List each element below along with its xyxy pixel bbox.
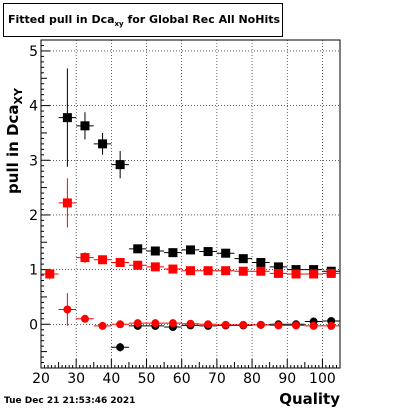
data-point-circle [274,321,283,330]
data-point-circle [309,321,318,330]
data-point-circle [292,321,301,330]
data-point-circle [98,321,107,330]
y-tick-label: 2 [29,208,38,224]
y-tick-label: 5 [29,44,38,60]
series-2 [41,178,340,280]
data-point-square [186,245,195,255]
data-point-circle [256,320,265,329]
series-1 [58,68,340,276]
data-point-circle [221,320,230,329]
data-point-circle [116,320,125,329]
chart-title: Fitted pull in Dcaxy for Global Rec All … [4,13,280,28]
data-point-square [80,253,90,263]
x-axis-label: Quality [279,390,340,408]
series-4 [58,293,340,330]
data-point-square [115,160,125,170]
data-point-circle [116,343,125,352]
data-point-square [133,244,143,254]
data-point-square [291,269,301,279]
data-point-square [45,269,55,279]
data-point-square [115,257,125,267]
x-tick-label: 50 [138,371,156,387]
timestamp: Tue Dec 21 21:53:46 2021 [4,396,136,406]
data-point-square [256,257,266,267]
data-point-circle [133,319,142,328]
data-point-square [186,266,195,276]
y-axis-label: pull in DcaXY [4,87,25,194]
x-tick-label: 30 [67,371,85,387]
x-tick-label: 80 [243,371,261,387]
x-tick-label: 100 [309,371,336,387]
chart-title-main: Fitted pull in Dca [8,12,115,26]
x-tick-label: 20 [32,371,50,387]
data-point-circle [168,319,177,328]
data-point-square [62,198,72,208]
x-tick-label: 70 [208,371,226,387]
x-tick-label: 90 [278,371,296,387]
data-point-square [273,268,283,278]
data-point-circle [204,320,213,329]
x-tick-label: 40 [102,371,120,387]
data-point-square [98,139,108,149]
data-point-circle [239,320,248,329]
data-point-square [238,254,248,264]
data-point-square [62,113,72,123]
chart-title-rest: for Global Rec All NoHits [123,12,281,26]
data-point-square [309,269,319,279]
chart-title-subscript: xy [114,19,124,28]
y-tick-label: 3 [29,153,38,169]
data-point-square [168,264,178,274]
data-point-circle [186,319,195,328]
data-point-square [150,262,160,272]
data-point-square [326,268,336,278]
data-point-square [168,248,178,258]
data-point-square [221,266,231,276]
data-layer [41,68,340,352]
data-point-square [203,247,213,257]
y-tick-label: 4 [29,99,38,115]
data-point-square [256,266,266,276]
data-point-square [238,266,248,276]
data-point-square [221,248,231,258]
title-box: Fitted pull in Dcaxy for Global Rec All … [3,3,283,37]
axis-layer: 20 30 40 50 60 70 80 90 100 0 1 2 3 4 5 [29,39,341,387]
data-point-circle [80,314,89,323]
y-tick-label: 1 [29,263,38,279]
y-tick-label: 0 [29,317,38,333]
data-point-square [80,121,90,131]
data-point-circle [327,321,336,330]
data-point-circle [151,319,160,328]
y-axis-label-main: pull in Dca [4,105,22,194]
data-point-square [203,266,213,276]
data-point-circle [63,305,72,314]
data-point-square [98,255,108,265]
data-point-square [133,260,143,270]
data-point-square [273,262,283,272]
y-axis-label-subscript: XY [12,87,25,104]
x-tick-label: 60 [173,371,191,387]
data-point-square [150,246,160,256]
